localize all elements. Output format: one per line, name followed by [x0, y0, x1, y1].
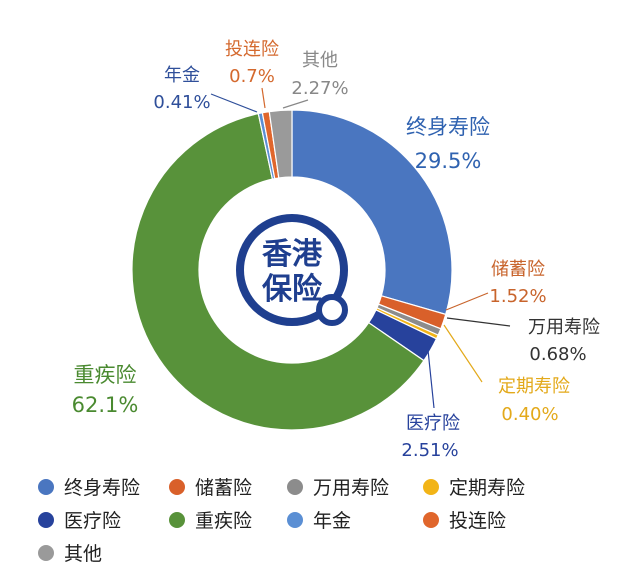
legend-label: 定期寿险: [449, 477, 526, 499]
slice-label-name: 储蓄险: [491, 259, 545, 280]
leader-line: [446, 317, 511, 327]
logo-text-line1: 香港: [262, 237, 323, 272]
logo-text-line2: 保险: [262, 272, 323, 307]
legend-swatch: [287, 478, 303, 495]
legend-swatch: [423, 511, 439, 528]
slice-label-name: 投连险: [225, 39, 279, 60]
slice-5: [131, 112, 425, 431]
slice-label-name: 万用寿险: [528, 317, 600, 338]
legend-item: 医疗险: [38, 506, 169, 533]
legend-row: 终身寿险 储蓄险 万用寿险 定期寿险: [38, 470, 598, 503]
leader-line: [427, 349, 435, 409]
logo-ring: [236, 214, 348, 326]
slice-label-value: 2.51%: [401, 440, 458, 461]
legend-swatch: [423, 478, 439, 495]
leader-line: [210, 93, 258, 113]
legend-label: 终身寿险: [64, 477, 141, 499]
legend-swatch: [169, 478, 185, 495]
legend-item: 投连险: [423, 506, 554, 533]
legend-label: 投连险: [449, 510, 507, 532]
slice-label-name: 其他: [302, 50, 338, 71]
legend-item: 定期寿险: [423, 473, 554, 500]
leader-line: [282, 99, 309, 109]
legend-label: 医疗险: [64, 510, 122, 532]
donut-chart: 终身寿险 29.5% 储蓄险 1.52% 万用寿险 0.68% 定期寿险 0.40% 医疗险 2.…: [72, 39, 600, 461]
legend-label: 储蓄险: [195, 477, 253, 499]
slice-8: [268, 109, 293, 179]
leader-line: [261, 87, 266, 109]
legend-swatch: [38, 478, 54, 495]
slice-label-name: 年金: [164, 65, 200, 86]
legend-row: 医疗险 重疾险 年金 投连险: [38, 503, 598, 536]
slice-label-value: 0.41%: [153, 92, 210, 113]
legend-item: 重疾险: [169, 506, 287, 533]
slice-label-name: 重疾险: [74, 363, 137, 387]
legend-label: 其他: [64, 543, 103, 565]
legend-item: 万用寿险: [287, 473, 423, 500]
legend-label: 年金: [313, 510, 352, 532]
legend-swatch: [287, 511, 303, 528]
legend-item: 其他: [38, 539, 169, 566]
logo-dot: [316, 294, 348, 326]
legend-label: 万用寿险: [313, 477, 390, 499]
legend-item: 年金: [287, 506, 423, 533]
slice-0: [291, 109, 453, 316]
legend-item: 储蓄险: [169, 473, 287, 500]
legend: 终身寿险 储蓄险 万用寿险 定期寿险医疗险 重疾险 年金 投连险其他: [38, 470, 598, 569]
legend-swatch: [38, 544, 54, 561]
legend-row: 其他: [38, 536, 598, 569]
leader-line: [443, 324, 483, 383]
slice-label-value: 62.1%: [72, 393, 139, 417]
legend-item: 终身寿险: [38, 473, 169, 500]
legend-label: 重疾险: [195, 510, 253, 532]
slice-label-value: 0.7%: [229, 66, 275, 87]
slice-label-value: 0.68%: [529, 344, 586, 365]
slice-label-name: 定期寿险: [498, 376, 570, 397]
slice-label-value: 2.27%: [291, 78, 348, 99]
slice-label-value: 0.40%: [501, 404, 558, 425]
legend-swatch: [38, 511, 54, 528]
leader-line: [445, 292, 489, 311]
slice-label-value: 29.5%: [415, 149, 482, 173]
slice-label-name: 终身寿险: [406, 115, 490, 139]
slice-label-name: 医疗险: [406, 413, 460, 434]
legend-swatch: [169, 511, 185, 528]
slice-label-value: 1.52%: [489, 286, 546, 307]
